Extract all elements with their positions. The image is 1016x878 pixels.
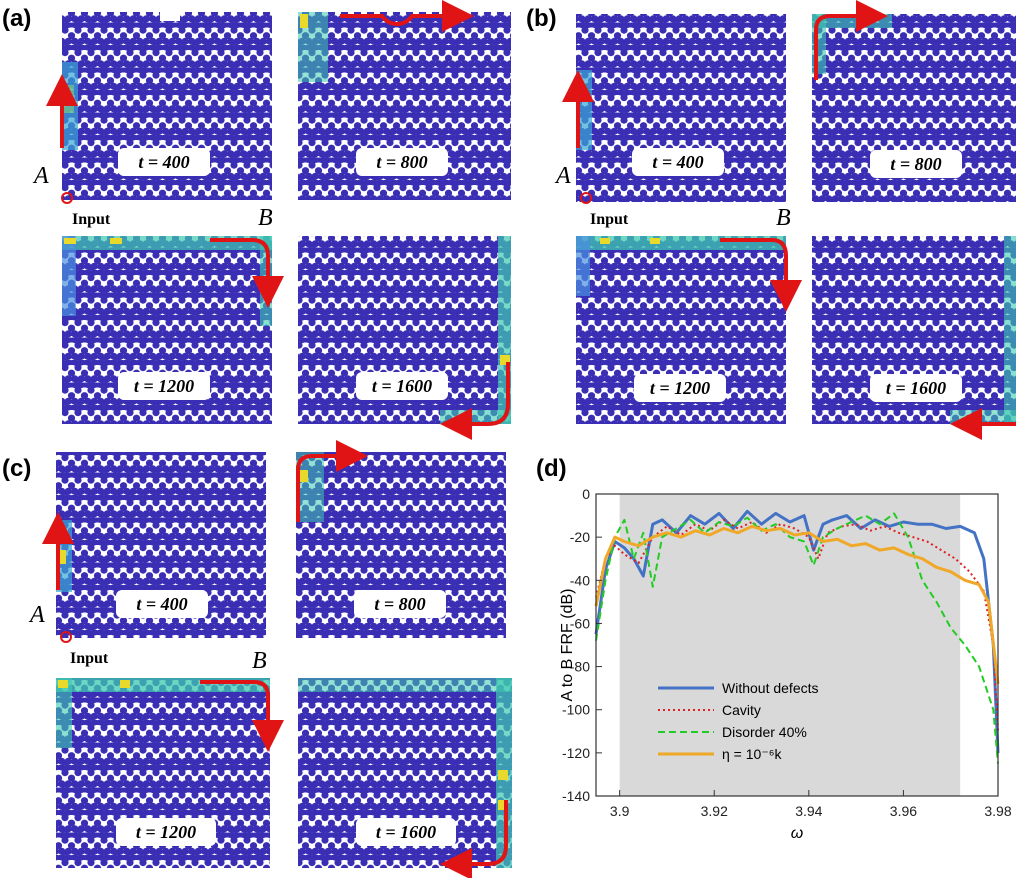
time-label: t = 1200 (134, 376, 194, 396)
x-tick-label: 3.94 (795, 803, 822, 819)
lattice-b-1600: t = 1600 (812, 236, 1016, 440)
lattice-b-1200: B t = 1200 (576, 205, 802, 424)
point-b: B (252, 648, 267, 674)
frf-chart: 3.9 3.92 3.94 3.96 3.98 0 -20 -40 -60 -80 -100 -120… (559, 486, 1012, 842)
arrow-right (340, 0, 474, 32)
lattice-a-800: t = 800 (298, 0, 511, 200)
input-label: Input (70, 650, 109, 667)
time-label: t = 400 (136, 594, 187, 614)
y-tick-label: -80 (570, 659, 590, 675)
time-label: t = 800 (890, 154, 941, 174)
panel-a: (a) t = 400 A Input t = 800 (2, 0, 511, 440)
x-tick-label: 3.92 (701, 803, 728, 819)
legend-entry-3: η = 10⁻⁶k (722, 746, 782, 762)
panel-label-a: (a) (2, 5, 31, 32)
lattice-c-800: t = 800 (296, 440, 506, 638)
plot-frame (595, 493, 999, 797)
time-label: t = 800 (376, 152, 427, 172)
y-axis-label: A to B FRF (dB) (559, 589, 576, 702)
series-line-2 (595, 512, 999, 764)
series-line-0 (594, 509, 1000, 753)
time-label: t = 800 (374, 594, 425, 614)
point-a: A (554, 163, 571, 189)
point-b: B (776, 205, 791, 231)
lattice-b-800: t = 800 (812, 0, 1016, 202)
lattice-a-400: t = 400 A Input (32, 9, 272, 228)
time-label: t = 1200 (136, 822, 196, 842)
y-tick-label: -100 (562, 702, 590, 718)
x-axis-label: ω (791, 825, 803, 842)
x-tick-label: 3.98 (984, 803, 1011, 819)
panel-b: (b) t = 400 A Input t = 800 B (526, 0, 1016, 440)
lattice-c-1600: t = 1600 (298, 678, 512, 878)
lattice-b-400: t = 400 A Input (554, 14, 786, 228)
y-tick-label: -40 (570, 572, 590, 588)
panel-label-c: (c) (2, 455, 31, 482)
input-label: Input (590, 211, 629, 228)
y-tick-label: 0 (582, 486, 590, 502)
input-label: Input (72, 211, 111, 228)
lattice-a-1200: B t = 1200 (62, 205, 284, 424)
panel-label-b: (b) (526, 5, 557, 32)
time-label: t = 1600 (886, 378, 946, 398)
y-tick-label: -120 (562, 745, 590, 761)
lattice-c-400: t = 400 A Input (28, 452, 266, 667)
bandgap-shade (619, 494, 961, 796)
time-label: t = 400 (652, 152, 703, 172)
time-label: t = 1600 (376, 822, 436, 842)
x-tick-label: 3.9 (610, 803, 630, 819)
y-tick-label: -140 (562, 788, 590, 804)
time-box (118, 148, 210, 176)
legend-entry-1: Cavity (722, 702, 761, 718)
series-line-3 (594, 524, 1000, 684)
legend-entry-2: Disorder 40% (722, 724, 807, 740)
legend-entry-0: Without defects (722, 680, 819, 696)
point-b: B (258, 205, 273, 231)
arrow-left (440, 362, 510, 440)
panel-d: (d) 3.9 3.92 3.94 3.96 3.98 0 -20 -40 -60 -80 -100… (536, 455, 1012, 842)
input-marker (61, 192, 73, 204)
arrow-down (210, 238, 284, 308)
time-label: t = 1600 (372, 376, 432, 396)
x-tick-label: 3.96 (890, 803, 917, 819)
lattice-a-1600: t = 1600 (298, 236, 511, 440)
panel-label-d: (d) (536, 455, 567, 482)
time-label: t = 1200 (650, 378, 710, 398)
point-a: A (28, 602, 45, 628)
lattice-c-1200: B t = 1200 (56, 648, 284, 868)
y-tick-label: -60 (570, 615, 590, 631)
time-label: t = 400 (138, 152, 189, 172)
y-tick-label: -20 (570, 529, 590, 545)
point-a: A (32, 163, 49, 189)
panel-c: (c) t = 400 A Input t = 800 (2, 440, 512, 878)
